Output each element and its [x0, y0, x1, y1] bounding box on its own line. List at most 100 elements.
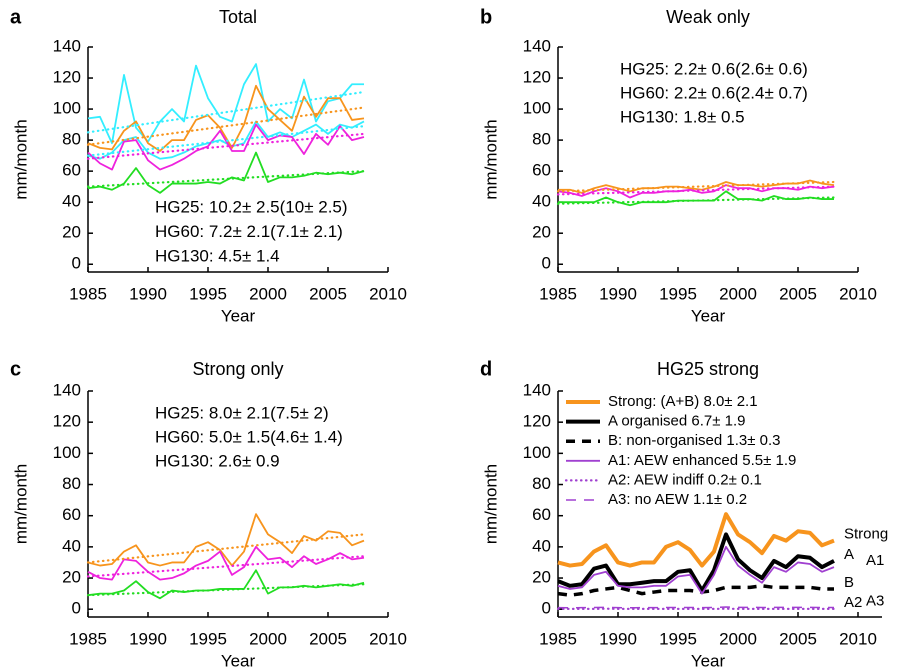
x-tick-label: 2010 [369, 629, 407, 648]
y-tick-label: 40 [62, 192, 81, 211]
x-tick-label: 2000 [249, 284, 287, 303]
y-tick-label: 40 [62, 536, 81, 555]
end-label: A2 [844, 594, 862, 611]
y-tick-label: 80 [532, 474, 551, 493]
x-tick-label: 2000 [719, 284, 757, 303]
y-tick-label: 120 [53, 68, 81, 87]
x-axis-label: Year [691, 306, 726, 325]
series-line [86, 125, 366, 157]
y-tick-label: 80 [62, 474, 81, 493]
y-tick-label: 100 [53, 443, 81, 462]
panel-title: Total [219, 7, 257, 27]
series-line [87, 120, 365, 160]
y-axis-label: mm/month [481, 119, 500, 199]
series-line [557, 606, 834, 609]
x-tick-label: 2000 [249, 629, 287, 648]
y-axis-label: mm/month [11, 119, 30, 199]
y-tick-label: 80 [532, 130, 551, 149]
x-tick-label: 1985 [69, 284, 107, 303]
series-line [87, 123, 365, 171]
series-line [86, 533, 366, 564]
series-line [557, 512, 835, 568]
y-tick-label: 0 [542, 599, 551, 618]
y-tick-label: 100 [523, 443, 551, 462]
legend-label: B: non-organised 1.3± 0.3 [608, 432, 781, 449]
legend-label: HG130: 4.5± 1.4 [155, 246, 280, 265]
y-tick-label: 120 [53, 412, 81, 431]
legend-label: HG130: 2.6± 0.9 [155, 451, 280, 470]
series-line [86, 90, 366, 134]
y-tick-label: 20 [532, 568, 551, 587]
legend-label: A organised 6.7± 1.9 [608, 413, 746, 430]
y-axis-label: mm/month [11, 464, 30, 544]
legend-label: HG25: 2.2± 0.6(2.6± 0.6) [620, 59, 808, 78]
legend-label: A3: no AEW 1.1± 0.2 [608, 491, 747, 508]
legend-label: HG25: 10.2± 2.5(10± 2.5) [155, 197, 348, 216]
legend-label: HG60: 7.2± 2.1(7.1± 2.1) [155, 222, 343, 241]
legend-label: HG130: 1.8± 0.5 [620, 107, 745, 126]
x-tick-label: 2005 [309, 629, 347, 648]
y-tick-label: 40 [532, 192, 551, 211]
series-line [557, 584, 834, 597]
x-tick-label: 1990 [129, 284, 167, 303]
x-axis-label: Year [691, 651, 726, 670]
panel-label: d [480, 358, 492, 380]
series-line [86, 583, 366, 597]
panel-title: Weak only [666, 7, 750, 27]
y-tick-label: 120 [523, 68, 551, 87]
series-line [557, 545, 835, 595]
y-tick-label: 140 [53, 380, 81, 399]
panel-title: HG25 strong [657, 359, 759, 379]
x-tick-label: 2010 [369, 284, 407, 303]
panel-title: Strong only [192, 359, 283, 379]
x-tick-label: 1995 [659, 629, 697, 648]
y-tick-label: 0 [542, 254, 551, 273]
x-axis-label: Year [221, 651, 256, 670]
y-tick-label: 40 [532, 536, 551, 555]
y-tick-label: 60 [532, 505, 551, 524]
x-tick-label: 1990 [599, 629, 637, 648]
x-tick-label: 1985 [539, 629, 577, 648]
x-tick-label: 1995 [659, 284, 697, 303]
x-tick-label: 2005 [779, 284, 817, 303]
series-line [86, 555, 366, 578]
series-line [557, 532, 835, 593]
end-label: Strong [844, 526, 888, 543]
panel-label: b [480, 6, 492, 28]
x-tick-label: 1995 [189, 284, 227, 303]
panel-label: a [10, 6, 22, 28]
series-line [87, 545, 365, 581]
end-label: A [844, 546, 854, 563]
x-tick-label: 1985 [539, 284, 577, 303]
series-line [86, 170, 366, 188]
series-line [86, 106, 366, 146]
panel-label: c [10, 358, 21, 380]
legend-label: Strong: (A+B) 8.0± 2.1 [608, 393, 758, 410]
end-label: A3 [866, 592, 884, 609]
x-tick-label: 2005 [309, 284, 347, 303]
y-tick-label: 100 [53, 99, 81, 118]
x-tick-label: 2005 [779, 629, 817, 648]
series-line [86, 132, 366, 160]
series-line [87, 84, 365, 152]
legend-label: HG60: 2.2± 0.6(2.4± 0.7) [620, 83, 808, 102]
series-line [87, 63, 364, 145]
x-tick-label: 2010 [839, 284, 877, 303]
y-tick-label: 60 [532, 161, 551, 180]
legend-label: A2: AEW indiff 0.2± 0.1 [608, 471, 762, 488]
series-line [556, 185, 836, 196]
y-tick-label: 120 [523, 412, 551, 431]
x-tick-label: 1990 [599, 284, 637, 303]
series-line [556, 196, 836, 205]
x-tick-label: 2010 [839, 629, 877, 648]
series-line [87, 513, 365, 567]
y-tick-label: 0 [72, 254, 81, 273]
y-tick-label: 140 [523, 380, 551, 399]
y-tick-label: 20 [62, 568, 81, 587]
x-tick-label: 1995 [189, 629, 227, 648]
x-tick-label: 1990 [129, 629, 167, 648]
y-tick-label: 0 [72, 599, 81, 618]
y-tick-label: 60 [62, 505, 81, 524]
x-tick-label: 2000 [719, 629, 757, 648]
